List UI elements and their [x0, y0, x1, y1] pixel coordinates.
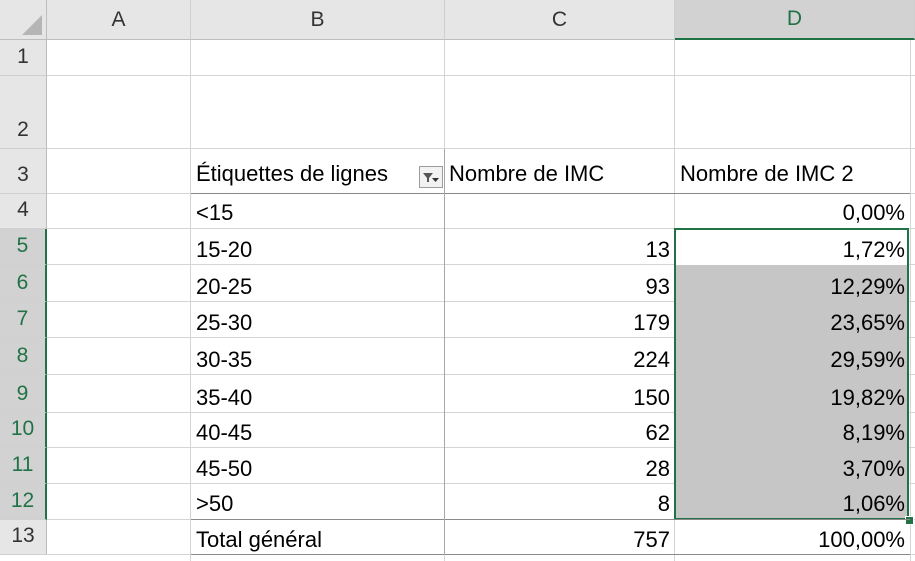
- gridline: [47, 148, 915, 149]
- pivot-column-divider: [444, 149, 445, 555]
- pivot-row-count: 62: [645, 420, 670, 445]
- pivot-row-count: 13: [645, 237, 670, 262]
- row-header-2[interactable]: 2: [0, 76, 47, 149]
- column-header-d[interactable]: D: [675, 0, 915, 40]
- row-header-11[interactable]: 11: [0, 448, 47, 484]
- gridline: [47, 75, 915, 76]
- row-header-7[interactable]: 7: [0, 302, 47, 338]
- pivot-row-percent: 23,65%: [830, 310, 905, 335]
- pivot-row-count: 8: [657, 491, 670, 516]
- pivot-row-count: 179: [633, 310, 670, 335]
- gridline: [47, 228, 915, 229]
- gridline: [190, 40, 191, 561]
- pivot-row-label: 35-40: [196, 385, 253, 410]
- pivot-total-count: 757: [633, 527, 670, 552]
- row-header-3[interactable]: 3: [0, 149, 47, 194]
- gridline: [47, 337, 915, 338]
- pivot-row-percent: 29,59%: [830, 347, 905, 372]
- pivot-row-label: 40-45: [196, 420, 253, 445]
- pivot-bottom-border: [191, 554, 910, 555]
- gridline: [47, 412, 915, 413]
- pivot-row-label: <15: [196, 200, 234, 225]
- pivot-row-count: 93: [645, 274, 670, 299]
- pivot-row-count: 224: [633, 347, 670, 372]
- pivot-row-percent: 3,70%: [842, 456, 905, 481]
- pivot-total-label: Total général: [196, 527, 322, 552]
- pivot-row-label: 45-50: [196, 456, 253, 481]
- row-header-4[interactable]: 4: [0, 194, 47, 229]
- pivot-row-label: 15-20: [196, 237, 253, 262]
- pivot-row-label: 30-35: [196, 347, 253, 372]
- filter-dropdown-icon: [423, 173, 439, 182]
- pivot-row-labels-header: Étiquettes de lignes: [196, 161, 389, 186]
- row-header-5[interactable]: 5: [0, 229, 47, 265]
- active-cell[interactable]: [675, 229, 909, 265]
- pivot-total-divider: [191, 519, 910, 520]
- pivot-row-percent: 0,00%: [842, 200, 905, 225]
- pivot-row-label: 25-30: [196, 310, 253, 335]
- row-header-10[interactable]: 10: [0, 413, 47, 448]
- select-all-triangle-icon: [22, 15, 42, 35]
- pivot-header-divider: [191, 193, 910, 194]
- pivot-count2-header: Nombre de IMC 2: [680, 161, 854, 186]
- gridline: [47, 301, 915, 302]
- selected-range[interactable]: [675, 265, 909, 520]
- pivot-row-label: 20-25: [196, 274, 253, 299]
- gridline: [47, 374, 915, 375]
- filter-dropdown-button[interactable]: [419, 166, 443, 188]
- row-header-6[interactable]: 6: [0, 265, 47, 302]
- column-header-b[interactable]: B: [191, 0, 445, 40]
- pivot-row-percent: 1,06%: [842, 491, 905, 516]
- pivot-row-percent: 8,19%: [842, 420, 905, 445]
- row-header-9[interactable]: 9: [0, 375, 47, 413]
- column-header-a[interactable]: A: [47, 0, 191, 40]
- pivot-total-percent: 100,00%: [818, 527, 905, 552]
- gridline: [47, 483, 915, 484]
- pivot-row-percent: 12,29%: [830, 274, 905, 299]
- gridline: [47, 447, 915, 448]
- pivot-row-count: 28: [645, 456, 670, 481]
- fill-handle[interactable]: [905, 516, 914, 525]
- pivot-row-label: >50: [196, 491, 234, 516]
- row-header-8[interactable]: 8: [0, 338, 47, 375]
- pivot-row-count: 150: [633, 385, 670, 410]
- pivot-row-percent: 19,82%: [830, 385, 905, 410]
- row-header-13[interactable]: 13: [0, 520, 47, 555]
- row-header-1[interactable]: 1: [0, 40, 47, 76]
- pivot-row-percent: 1,72%: [842, 237, 905, 262]
- row-header-12[interactable]: 12: [0, 484, 47, 520]
- gridline: [910, 40, 911, 561]
- column-header-c[interactable]: C: [445, 0, 675, 40]
- gridline: [47, 264, 915, 265]
- select-all-corner[interactable]: [0, 0, 47, 40]
- pivot-count-header: Nombre de IMC: [449, 161, 605, 186]
